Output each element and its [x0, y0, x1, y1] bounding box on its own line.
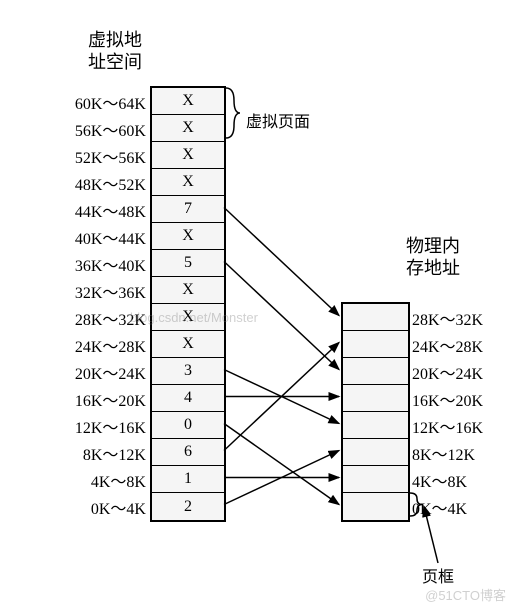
virtual-cell: X: [152, 223, 224, 250]
physical-range-label: 28K～32K: [412, 306, 483, 330]
physical-range-label: 12K～16K: [412, 414, 483, 438]
virtual-cell: 4: [152, 385, 224, 412]
virtual-range-label: 36K～40K: [56, 252, 146, 276]
virtual-cell: X: [152, 142, 224, 169]
virtual-table: XXXX7X5XXX340612: [150, 86, 226, 522]
physical-range-label: 4K～8K: [412, 468, 467, 492]
virtual-range-label: 4K～8K: [56, 468, 146, 492]
virtual-page-label: 虚拟页面: [246, 108, 310, 132]
virtual-cell: 6: [152, 439, 224, 466]
virtual-cell: 0: [152, 412, 224, 439]
virtual-cell: 2: [152, 493, 224, 520]
virtual-cell: 5: [152, 250, 224, 277]
virtual-range-label: 20K～24K: [56, 360, 146, 384]
virtual-range-label: 16K～20K: [56, 387, 146, 411]
virtual-range-label: 32K～36K: [56, 279, 146, 303]
virtual-range-label: 56K～60K: [56, 117, 146, 141]
virtual-range-label: 48K～52K: [56, 171, 146, 195]
virtual-range-label: 52K～56K: [56, 144, 146, 168]
virtual-range-label: 8K～12K: [56, 441, 146, 465]
physical-range-label: 16K～20K: [412, 387, 483, 411]
physical-cell: [343, 466, 408, 493]
physical-cell: [343, 331, 408, 358]
virtual-range-label: 60K～64K: [56, 90, 146, 114]
virtual-cell: X: [152, 277, 224, 304]
virtual-cell: 1: [152, 466, 224, 493]
virtual-cell: X: [152, 88, 224, 115]
virtual-cell: X: [152, 115, 224, 142]
virtual-range-label: 12K～16K: [56, 414, 146, 438]
watermark-1: blog.csdn.net/Monster: [130, 310, 258, 325]
physical-table: [341, 302, 410, 522]
physical-range-label: 20K～24K: [412, 360, 483, 384]
physical-cell: [343, 385, 408, 412]
virtual-cell: 3: [152, 358, 224, 385]
physical-cell: [343, 304, 408, 331]
virtual-cell: X: [152, 331, 224, 358]
virtual-header-2: 址空间: [70, 48, 160, 74]
physical-range-label: 0K～4K: [412, 495, 467, 519]
virtual-range-label: 40K～44K: [56, 225, 146, 249]
physical-cell: [343, 493, 408, 520]
physical-cell: [343, 358, 408, 385]
virtual-range-label: 24K～28K: [56, 333, 146, 357]
virtual-cell: 7: [152, 196, 224, 223]
virtual-cell: X: [152, 169, 224, 196]
physical-cell: [343, 412, 408, 439]
physical-range-label: 8K～12K: [412, 441, 475, 465]
physical-header-2: 存地址: [388, 254, 478, 280]
watermark-2: @51CTO博客: [425, 585, 506, 604]
virtual-range-label: 0K～4K: [56, 495, 146, 519]
physical-range-label: 24K～28K: [412, 333, 483, 357]
virtual-range-label: 44K～48K: [56, 198, 146, 222]
physical-cell: [343, 439, 408, 466]
page-frame-label: 页框: [422, 563, 454, 587]
